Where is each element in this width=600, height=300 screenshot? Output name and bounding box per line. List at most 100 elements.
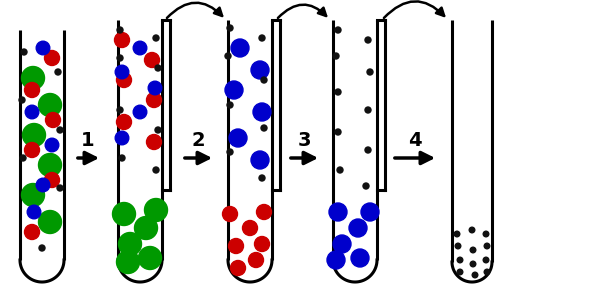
Text: 4: 4 — [408, 130, 422, 149]
Circle shape — [483, 231, 489, 237]
Circle shape — [36, 41, 50, 55]
Circle shape — [457, 269, 463, 275]
Circle shape — [470, 247, 476, 253]
Circle shape — [248, 253, 263, 268]
Circle shape — [38, 94, 62, 116]
Circle shape — [227, 102, 233, 108]
Circle shape — [153, 35, 159, 41]
Circle shape — [116, 73, 131, 88]
Circle shape — [38, 211, 62, 233]
Text: 1: 1 — [81, 130, 95, 149]
Circle shape — [457, 257, 463, 263]
Circle shape — [455, 243, 461, 249]
Circle shape — [261, 77, 267, 83]
Circle shape — [22, 67, 44, 89]
Circle shape — [363, 183, 369, 189]
Circle shape — [25, 142, 40, 158]
Circle shape — [333, 53, 339, 59]
Circle shape — [25, 105, 39, 119]
Circle shape — [335, 129, 341, 135]
Circle shape — [153, 167, 159, 173]
Circle shape — [469, 227, 475, 233]
Circle shape — [251, 151, 269, 169]
Circle shape — [229, 238, 244, 253]
Circle shape — [117, 55, 123, 61]
Circle shape — [148, 81, 162, 95]
Circle shape — [367, 69, 373, 75]
Circle shape — [119, 232, 142, 256]
Circle shape — [225, 53, 231, 59]
Circle shape — [335, 27, 341, 33]
Circle shape — [472, 272, 478, 278]
Circle shape — [55, 69, 61, 75]
Circle shape — [22, 184, 44, 206]
Circle shape — [116, 250, 139, 274]
Circle shape — [365, 107, 371, 113]
Circle shape — [146, 134, 161, 149]
Circle shape — [155, 65, 161, 71]
Circle shape — [133, 41, 147, 55]
Circle shape — [27, 205, 41, 219]
Circle shape — [44, 172, 59, 188]
Circle shape — [115, 131, 129, 145]
Circle shape — [365, 37, 371, 43]
Circle shape — [337, 167, 343, 173]
Circle shape — [251, 61, 269, 79]
Circle shape — [229, 129, 247, 147]
Circle shape — [242, 220, 257, 236]
Circle shape — [113, 202, 136, 226]
Circle shape — [115, 32, 130, 47]
Circle shape — [261, 125, 267, 131]
Circle shape — [146, 92, 161, 107]
Circle shape — [155, 127, 161, 133]
Circle shape — [25, 224, 40, 239]
Circle shape — [117, 27, 123, 33]
Circle shape — [117, 107, 123, 113]
Circle shape — [257, 205, 271, 220]
Circle shape — [115, 65, 129, 79]
Circle shape — [139, 247, 161, 269]
Circle shape — [227, 25, 233, 31]
Circle shape — [259, 35, 265, 41]
Text: 3: 3 — [297, 130, 311, 149]
Circle shape — [20, 155, 26, 161]
Circle shape — [119, 155, 125, 161]
Circle shape — [253, 103, 271, 121]
Circle shape — [38, 154, 62, 176]
Circle shape — [25, 82, 40, 98]
Circle shape — [454, 231, 460, 237]
Circle shape — [57, 185, 63, 191]
Circle shape — [361, 203, 379, 221]
Circle shape — [329, 203, 347, 221]
Circle shape — [36, 178, 50, 192]
Circle shape — [223, 206, 238, 221]
Circle shape — [484, 243, 490, 249]
Circle shape — [19, 97, 25, 103]
Circle shape — [470, 261, 476, 267]
Circle shape — [335, 89, 341, 95]
Circle shape — [254, 236, 269, 251]
Circle shape — [484, 269, 490, 275]
Circle shape — [116, 115, 131, 130]
Circle shape — [365, 147, 371, 153]
Circle shape — [133, 105, 147, 119]
Circle shape — [145, 52, 160, 68]
Circle shape — [134, 217, 157, 239]
Circle shape — [145, 199, 167, 221]
Circle shape — [46, 112, 61, 128]
Circle shape — [44, 50, 59, 65]
Circle shape — [349, 219, 367, 237]
Circle shape — [327, 251, 345, 269]
Circle shape — [23, 124, 46, 146]
Circle shape — [259, 175, 265, 181]
Circle shape — [227, 149, 233, 155]
Circle shape — [230, 260, 245, 275]
Text: 2: 2 — [191, 130, 205, 149]
Circle shape — [39, 245, 45, 251]
Circle shape — [351, 249, 369, 267]
Circle shape — [57, 127, 63, 133]
Circle shape — [45, 138, 59, 152]
Circle shape — [231, 39, 249, 57]
Circle shape — [483, 257, 489, 263]
Circle shape — [333, 235, 351, 253]
